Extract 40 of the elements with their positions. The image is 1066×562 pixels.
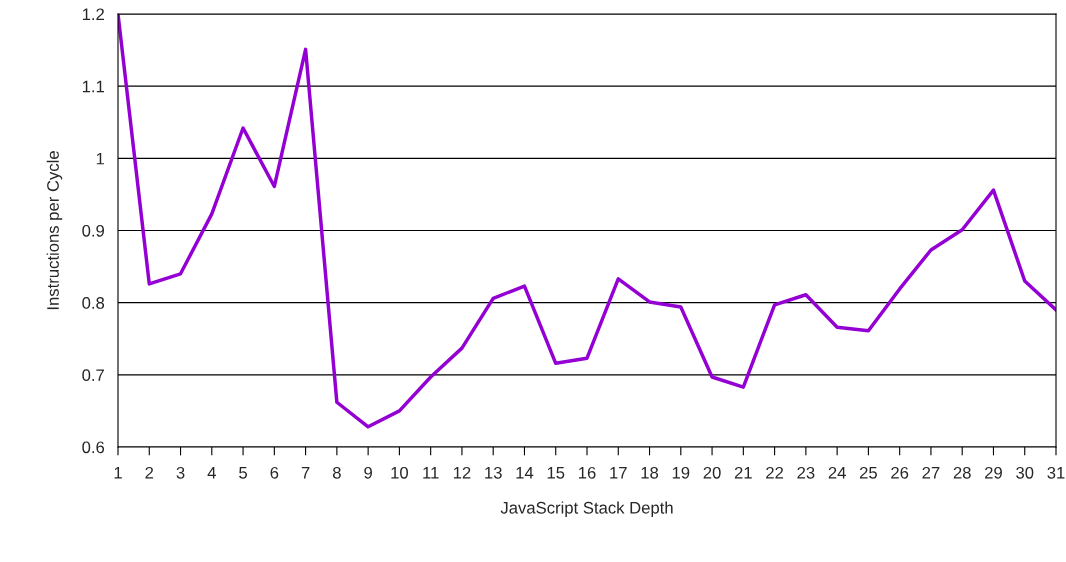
y-tick-label: 1.2 xyxy=(82,8,104,21)
x-tick-label: 22 xyxy=(766,466,784,479)
x-tick-label: 6 xyxy=(270,466,279,479)
x-tick-label: 8 xyxy=(332,466,341,479)
x-tick-label: 18 xyxy=(641,466,659,479)
x-tick-label: 10 xyxy=(391,466,409,479)
x-tick-label: 23 xyxy=(797,466,815,479)
x-tick-label: 17 xyxy=(610,467,627,479)
x-tick-label: 21 xyxy=(734,466,752,479)
x-axis-title: JavaScript Stack Depth xyxy=(500,501,673,517)
x-tick-label: 30 xyxy=(1016,466,1034,479)
x-tick-label: 29 xyxy=(985,466,1002,479)
x-tick-label: 26 xyxy=(891,466,909,479)
x-tick-label: 16 xyxy=(579,466,596,479)
x-tick-label: 15 xyxy=(547,467,565,479)
y-tick-label: 0.7 xyxy=(82,369,104,382)
x-tick-label: 11 xyxy=(423,467,439,479)
y-tick-label: 1.1 xyxy=(82,80,104,93)
x-tick-label: 31 xyxy=(1047,466,1065,479)
y-tick-label: 0.8 xyxy=(82,297,105,309)
x-tick-label: 9 xyxy=(364,466,372,479)
x-tick-label: 19 xyxy=(672,466,690,479)
x-tick-label: 24 xyxy=(828,466,846,479)
x-tick-label: 25 xyxy=(859,466,877,479)
x-tick-label: 20 xyxy=(703,466,721,479)
x-tick-label: 28 xyxy=(953,466,971,479)
x-tick-label: 12 xyxy=(453,466,471,479)
x-tick-label: 13 xyxy=(485,466,502,479)
x-tick-label: 3 xyxy=(176,466,185,479)
x-tick-label: 2 xyxy=(145,466,154,479)
x-tick-label: 27 xyxy=(922,466,940,479)
y-tick-label: 0.6 xyxy=(82,441,105,454)
x-tick-label: 7 xyxy=(301,467,310,479)
x-tick-label: 4 xyxy=(207,467,216,479)
x-tick-label: 5 xyxy=(239,467,247,479)
y-tick-label: 0.9 xyxy=(82,224,105,237)
y-axis-title: Instructions per Cycle xyxy=(46,151,63,310)
y-tick-label: 1 xyxy=(96,152,104,165)
x-tick-label: 1 xyxy=(114,467,122,479)
x-tick-label: 14 xyxy=(516,467,534,479)
